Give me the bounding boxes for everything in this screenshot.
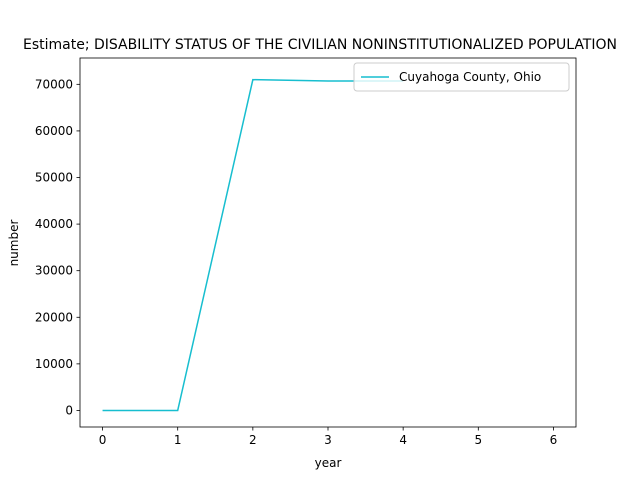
- x-tick-label: 5: [474, 433, 482, 447]
- y-tick-label: 20000: [35, 310, 73, 324]
- x-tick-label: 6: [550, 433, 558, 447]
- x-tick-label: 1: [174, 433, 182, 447]
- y-tick-label: 30000: [35, 264, 73, 278]
- x-tick-label: 3: [324, 433, 332, 447]
- y-tick-label: 10000: [35, 357, 73, 371]
- y-tick-label: 0: [65, 403, 73, 417]
- axes-frame: [79, 57, 577, 428]
- x-axis-label: year: [315, 456, 342, 470]
- x-tick-label: 2: [249, 433, 257, 447]
- y-tick-label: 50000: [35, 171, 73, 185]
- y-axis-label: number: [7, 220, 21, 267]
- plot-area: 0 1 2 3 4 5 6 0 10000 20000 30000 40000 50000 60000 70…: [35, 57, 577, 447]
- legend-box: [353, 62, 570, 92]
- y-tick-label: 60000: [35, 124, 73, 138]
- x-tick-label: 4: [399, 433, 407, 447]
- y-tick-label: 40000: [35, 217, 73, 231]
- legend-label: Cuyahoga County, Ohio: [399, 70, 541, 84]
- chart-title: Estimate; DISABILITY STATUS OF THE CIVIL…: [23, 37, 617, 53]
- series-line-0: [102, 78, 404, 412]
- y-tick-label: 70000: [35, 77, 73, 91]
- x-tick-label: 0: [99, 433, 107, 447]
